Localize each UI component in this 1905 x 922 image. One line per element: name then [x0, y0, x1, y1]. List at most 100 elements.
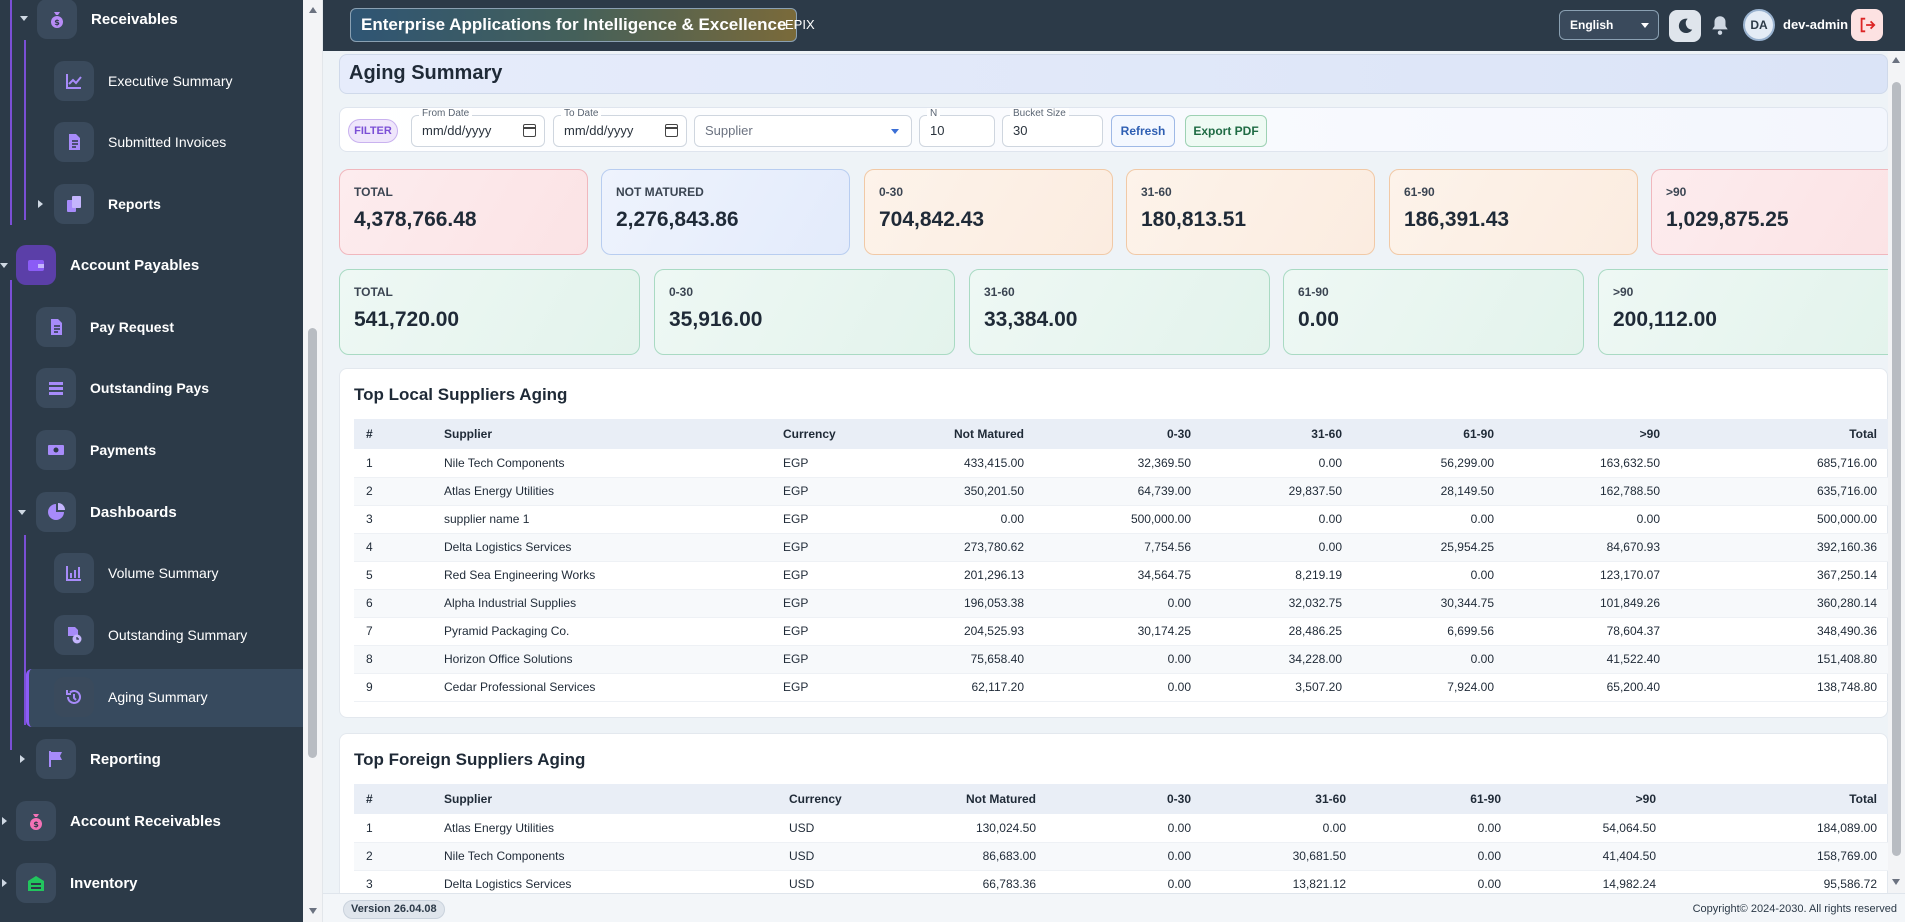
column-header[interactable]: Currency	[777, 784, 895, 814]
table-row[interactable]: 6 Alpha Industrial Supplies EGP 196,053.38 0…	[354, 589, 1888, 618]
sidebar-item-pay-request[interactable]: Pay Request	[36, 306, 174, 348]
sidebar-item-volume-summary[interactable]: Volume Summary	[54, 552, 218, 594]
table-row[interactable]: 3 supplier name 1 EGP 0.00 500,000.00 0.00 0.0…	[354, 505, 1888, 534]
sidebar-item-aging-summary[interactable]: Aging Summary	[54, 676, 208, 718]
chevron-down-icon[interactable]	[0, 263, 8, 268]
language-select[interactable]: English	[1559, 10, 1659, 40]
table-cell: 1	[354, 814, 432, 843]
table-cell: 86,683.00	[895, 842, 1048, 871]
chevron-right-icon[interactable]	[20, 755, 25, 763]
table-row[interactable]: 4 Delta Logistics Services EGP 273,780.62 7,…	[354, 533, 1888, 562]
column-header[interactable]: Total	[1668, 784, 1888, 814]
sidebar-item-payments[interactable]: Payments	[36, 429, 156, 471]
sidebar-item-outstanding-pays[interactable]: Outstanding Pays	[36, 367, 209, 409]
table-row[interactable]: 5 Red Sea Engineering Works EGP 201,296.13 3…	[354, 561, 1888, 590]
card-label: 31-60	[1141, 185, 1172, 199]
to-date-value: mm/dd/yyyy	[564, 123, 634, 138]
theme-toggle-button[interactable]	[1669, 10, 1701, 42]
table-cell: 201,296.13	[889, 561, 1036, 590]
chevron-down-icon	[891, 129, 899, 134]
sidebar-item-receivables[interactable]: $ Receivables	[37, 0, 178, 39]
sidebar-item-reporting[interactable]: Reporting	[36, 738, 161, 780]
avatar[interactable]: DA	[1743, 9, 1775, 41]
table-cell: 392,160.36	[1672, 533, 1888, 562]
column-header[interactable]: >90	[1506, 419, 1672, 449]
app-title[interactable]: Enterprise Applications for Intelligence…	[350, 8, 798, 42]
table-cell: 41,404.50	[1513, 842, 1668, 871]
table-cell: 433,415.00	[889, 449, 1036, 478]
summary-card-total: TOTAL 4,378,766.48	[339, 169, 588, 255]
column-header[interactable]: #	[354, 419, 432, 449]
refresh-button[interactable]: Refresh	[1111, 115, 1175, 147]
sidebar-item-executive-summary[interactable]: Executive Summary	[54, 60, 232, 102]
scroll-down-arrow-icon[interactable]	[309, 908, 317, 914]
chevron-down-icon[interactable]	[20, 16, 28, 21]
chevron-down-icon[interactable]	[18, 510, 26, 515]
scroll-up-arrow-icon[interactable]	[309, 7, 317, 13]
supplier-select[interactable]: Supplier	[694, 115, 912, 147]
column-header[interactable]: 31-60	[1203, 419, 1354, 449]
column-header[interactable]: Not Matured	[889, 419, 1036, 449]
n-field[interactable]: N 10	[919, 108, 995, 147]
table-row[interactable]: 9 Cedar Professional Services EGP 62,117.20…	[354, 673, 1888, 702]
bucket-size-value: 30	[1013, 123, 1028, 138]
username[interactable]: dev-admin	[1783, 17, 1849, 32]
calendar-icon[interactable]	[665, 124, 678, 137]
main-content: Aging Summary FILTER From Date mm/dd/yyy…	[323, 51, 1888, 893]
column-header[interactable]: Total	[1672, 419, 1888, 449]
table-row[interactable]: 8 Horizon Office Solutions EGP 75,658.40 0.0…	[354, 645, 1888, 674]
notification-bell-icon[interactable]	[1709, 14, 1731, 36]
chevron-right-icon[interactable]	[38, 200, 43, 208]
sidebar-scroll-thumb[interactable]	[308, 328, 317, 758]
to-date-field[interactable]: To Date mm/dd/yyyy	[553, 108, 687, 147]
main-scroll-thumb[interactable]	[1892, 82, 1901, 856]
table-row[interactable]: 1 Atlas Energy Utilities USD 130,024.50 0.00…	[354, 814, 1888, 843]
column-header[interactable]: 31-60	[1203, 784, 1358, 814]
table-row[interactable]: 7 Pyramid Packaging Co. EGP 204,525.93 30,17…	[354, 617, 1888, 646]
column-header[interactable]: 61-90	[1358, 784, 1513, 814]
chevron-right-icon[interactable]	[2, 817, 7, 825]
sidebar-item-inventory[interactable]: Inventory	[16, 862, 138, 904]
column-header[interactable]: Currency	[771, 419, 889, 449]
tree-line	[10, 280, 12, 750]
table-cell: 162,788.50	[1506, 477, 1672, 506]
table-row[interactable]: 3 Delta Logistics Services USD 66,783.36 0.0…	[354, 870, 1888, 893]
card-value: 4,378,766.48	[354, 208, 477, 231]
column-header[interactable]: Supplier	[432, 784, 777, 814]
sidebar-item-dashboards[interactable]: Dashboards	[36, 491, 177, 533]
logout-button[interactable]	[1851, 9, 1883, 41]
sidebar-item-reports[interactable]: Reports	[54, 183, 161, 225]
from-date-field[interactable]: From Date mm/dd/yyyy	[411, 108, 545, 147]
sidebar-item-account-payables[interactable]: Account Payables	[16, 244, 199, 286]
calendar-icon[interactable]	[523, 124, 536, 137]
table-row[interactable]: 2 Atlas Energy Utilities EGP 350,201.50 64,7…	[354, 477, 1888, 506]
files-icon	[54, 184, 94, 224]
export-pdf-button[interactable]: Export PDF	[1185, 115, 1267, 147]
table-row[interactable]: 2 Nile Tech Components USD 86,683.00 0.00 30,…	[354, 842, 1888, 871]
column-header[interactable]: #	[354, 784, 432, 814]
table-cell: 41,522.40	[1506, 645, 1672, 674]
chevron-right-icon[interactable]	[2, 879, 7, 887]
column-header[interactable]: 0-30	[1036, 419, 1203, 449]
local-suppliers-table: # Supplier Currency Not Matured 0-30 31-…	[354, 419, 1888, 702]
filter-chip[interactable]: FILTER	[348, 119, 398, 143]
column-header[interactable]: 0-30	[1048, 784, 1203, 814]
sidebar-item-account-receivables[interactable]: $ Account Receivables	[16, 800, 221, 842]
column-header[interactable]: Supplier	[432, 419, 771, 449]
bucket-size-field[interactable]: Bucket Size 30	[1002, 108, 1103, 147]
column-header[interactable]: Not Matured	[895, 784, 1048, 814]
sidebar-item-label: Payments	[90, 442, 157, 458]
scroll-down-arrow-icon[interactable]	[1892, 879, 1900, 885]
copyright-text: Copyright© 2024-2030. All rights reserve…	[1692, 903, 1897, 915]
table-cell: Nile Tech Components	[432, 842, 777, 871]
column-header[interactable]: 61-90	[1354, 419, 1506, 449]
sidebar-item-outstanding-summary[interactable]: Outstanding Summary	[54, 614, 247, 656]
table-row[interactable]: 1 Nile Tech Components EGP 433,415.00 32,369…	[354, 449, 1888, 478]
sidebar-item-submitted-invoices[interactable]: Submitted Invoices	[54, 121, 226, 163]
scroll-up-arrow-icon[interactable]	[1892, 57, 1900, 63]
sidebar-item-label: Outstanding Summary	[108, 627, 248, 643]
foreign-suppliers-table-card: Top Foreign Suppliers Aging # Supplier C…	[339, 733, 1888, 893]
table-cell: 9	[354, 673, 432, 702]
sidebar-item-label: Inventory	[70, 874, 138, 892]
column-header[interactable]: >90	[1513, 784, 1668, 814]
